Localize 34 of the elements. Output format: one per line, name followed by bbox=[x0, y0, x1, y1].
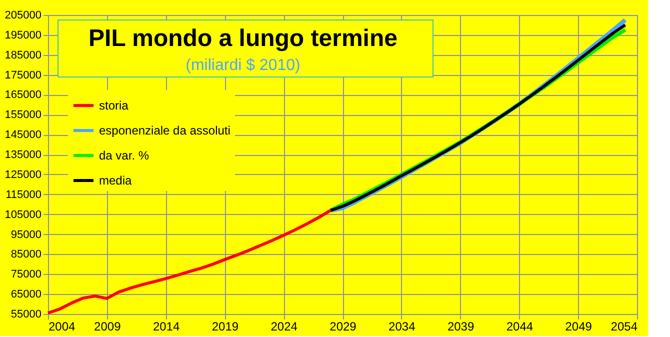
y-tick-label: 55000 bbox=[10, 308, 42, 320]
chart-title: PIL mondo a lungo termine bbox=[88, 25, 398, 52]
y-tick-label: 205000 bbox=[4, 10, 42, 22]
x-tick-label: 2054 bbox=[610, 320, 638, 334]
y-tick-label: 105000 bbox=[4, 208, 42, 221]
legend-label: media bbox=[99, 174, 132, 188]
y-tick-label: 125000 bbox=[4, 168, 42, 181]
y-tick-label: 75000 bbox=[10, 268, 42, 281]
x-tick-label: 2019 bbox=[212, 320, 239, 334]
y-tick-label: 115000 bbox=[6, 188, 42, 201]
x-tick-label: 2024 bbox=[270, 320, 298, 334]
y-tick-label: 85000 bbox=[10, 248, 42, 261]
y-tick-label: 135000 bbox=[4, 149, 42, 162]
x-tick-label: 2049 bbox=[565, 320, 592, 334]
y-tick-label: 165000 bbox=[4, 89, 42, 102]
x-tick-label: 2014 bbox=[152, 320, 180, 334]
legend-label: storia bbox=[99, 98, 129, 112]
x-tick-label: 2044 bbox=[506, 320, 534, 334]
x-tick-label: 2034 bbox=[388, 320, 416, 334]
legend-label: esponenziale da assoluti bbox=[99, 124, 230, 138]
y-tick-label: 155000 bbox=[4, 109, 42, 122]
y-tick-label: 195000 bbox=[4, 29, 42, 42]
line-series bbox=[46, 208, 332, 315]
y-tick-label: 185000 bbox=[4, 49, 42, 62]
y-tick-label: 175000 bbox=[4, 69, 42, 82]
x-tick-label: 2004 bbox=[48, 320, 76, 334]
y-tick-label: 95000 bbox=[10, 228, 42, 241]
legend-label: da var. % bbox=[99, 148, 150, 162]
x-tick-label: 2039 bbox=[447, 320, 474, 334]
x-tick-label: 2029 bbox=[330, 320, 357, 334]
y-tick-label: 145000 bbox=[4, 129, 42, 142]
x-tick-label: 2009 bbox=[94, 320, 122, 334]
text: (miliardi $ 2010) bbox=[186, 57, 300, 74]
y-tick-label: 65000 bbox=[10, 288, 42, 301]
